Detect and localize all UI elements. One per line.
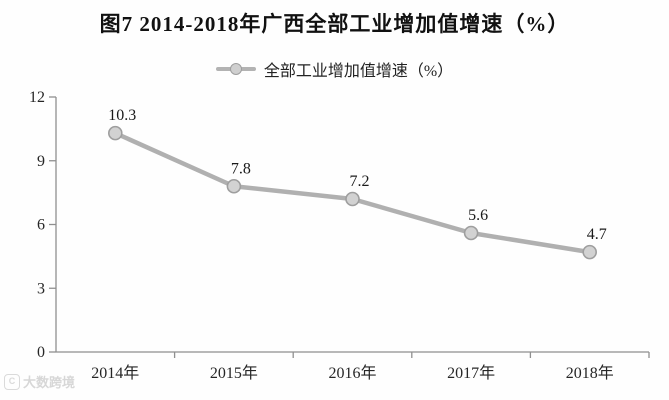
data-point-marker <box>582 244 598 260</box>
y-axis-tick-label: 12 <box>29 90 45 106</box>
legend-label: 全部工业增加值增速（%） <box>263 63 454 80</box>
data-point-marker <box>108 125 123 141</box>
chart-title: 图7 2014-2018年广西全部工业增加值增速（%） <box>99 12 570 36</box>
y-axis-tick-label: 3 <box>37 280 45 297</box>
watermark-text: 大数跨境 <box>23 375 76 390</box>
x-axis-tick-label: 2018年 <box>566 364 614 382</box>
data-point-marker <box>345 191 360 207</box>
x-axis-tick-label: 2015年 <box>210 364 258 382</box>
x-axis-tick-label: 2017年 <box>447 364 495 382</box>
data-point-label: 10.3 <box>108 107 136 124</box>
y-axis-tick-label: 6 <box>37 217 45 234</box>
data-point-label: 4.7 <box>587 226 607 243</box>
data-point-label: 7.8 <box>231 160 251 177</box>
data-point-marker <box>463 225 479 241</box>
watermark: C 大数跨境 <box>4 372 75 391</box>
x-axis-tick-label: 2014年 <box>91 364 139 382</box>
data-point-marker <box>226 178 242 194</box>
watermark-logo-icon: C <box>4 373 20 390</box>
legend: 全部工业增加值增速（%） <box>0 57 669 81</box>
legend-line-marker-icon <box>215 62 256 76</box>
line-chart: 0 3 6 9 12 2014年 2015年 2016年 2017年 2018年 10.3 7.8 7.… <box>29 90 650 382</box>
y-axis-tick-label: 0 <box>37 344 45 361</box>
legend-dot-icon <box>229 63 242 75</box>
y-axis-tick-label: 9 <box>37 153 45 170</box>
data-point-label: 5.6 <box>468 207 488 224</box>
data-point-label: 7.2 <box>350 173 370 190</box>
x-axis-tick-label: 2016年 <box>328 364 376 382</box>
